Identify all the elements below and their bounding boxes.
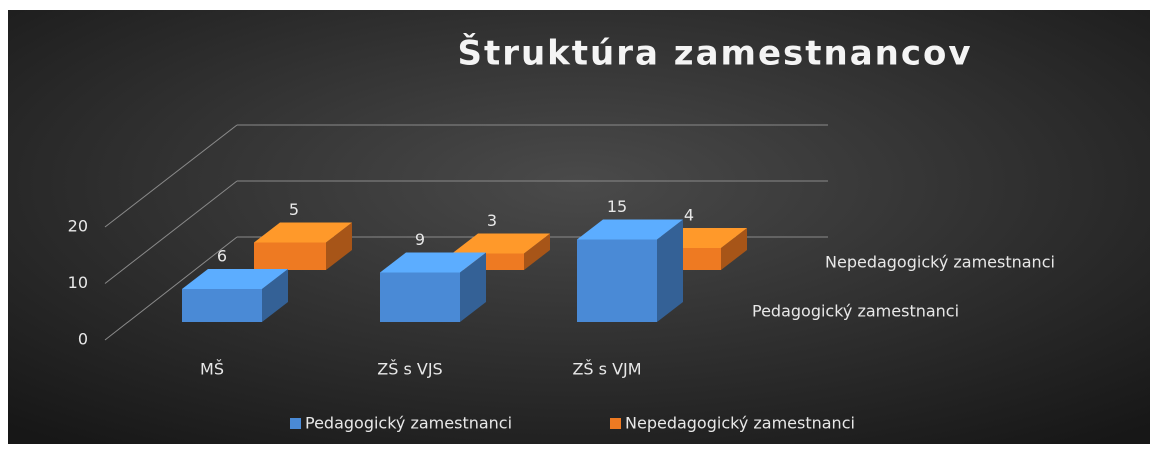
bar xyxy=(182,289,262,322)
x-tick-label: ZŠ s VJM xyxy=(572,360,641,379)
bar-side xyxy=(262,269,288,322)
bar-side xyxy=(721,228,747,270)
legend-swatch xyxy=(610,418,621,429)
bar-side xyxy=(460,252,486,322)
data-label: 4 xyxy=(684,206,694,225)
data-label: 9 xyxy=(415,230,425,249)
bar-side xyxy=(657,219,683,322)
data-label: 5 xyxy=(289,200,299,219)
legend-label: Pedagogický zamestnanci xyxy=(305,414,512,433)
plot-area: 0 10 20 5 3 4 6 9 15 MŠ ZŠ s VJS ZŠ s VJM Nepedagogi… xyxy=(68,124,1055,433)
bar-top xyxy=(182,269,288,289)
bar-top xyxy=(577,219,683,240)
bar xyxy=(254,242,326,270)
data-label: 6 xyxy=(217,247,227,266)
x-tick-label: ZŠ s VJS xyxy=(377,360,442,379)
depth-label: Pedagogický zamestnanci xyxy=(752,302,959,321)
y-tick-label: 20 xyxy=(68,217,88,236)
chart-background xyxy=(8,10,1150,444)
legend-swatch xyxy=(290,418,301,429)
bar-side xyxy=(326,222,352,270)
y-tick-label: 0 xyxy=(78,330,88,349)
bar-top xyxy=(380,252,486,273)
y-tick-label: 10 xyxy=(68,273,88,292)
grid-line xyxy=(104,236,238,341)
data-label: 3 xyxy=(487,211,497,230)
bar xyxy=(577,239,657,322)
grid-line xyxy=(104,180,238,284)
bar xyxy=(380,272,460,322)
legend-label: Nepedagogický zamestnanci xyxy=(625,414,855,433)
bar-top xyxy=(254,222,352,243)
bar-top xyxy=(452,233,550,254)
grid-line xyxy=(104,124,238,228)
depth-label: Nepedagogický zamestnanci xyxy=(825,253,1055,272)
data-label: 15 xyxy=(607,197,627,216)
chart-title: Štruktúra zamestnancov xyxy=(457,33,972,74)
bar-side xyxy=(524,233,550,270)
x-tick-label: MŠ xyxy=(200,360,224,379)
